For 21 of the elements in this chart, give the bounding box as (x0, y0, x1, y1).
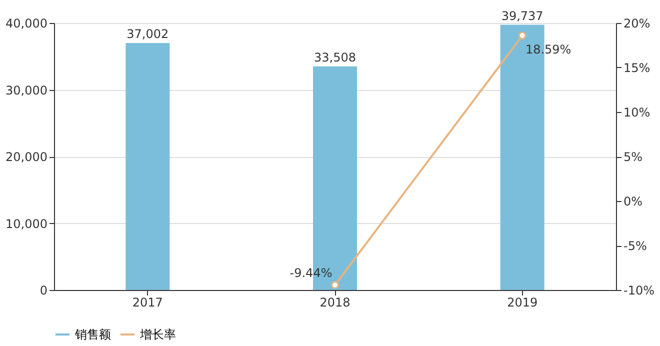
y2-tick-label: 15% (624, 61, 650, 75)
legend-label: 增长率 (139, 328, 176, 342)
data-label: 33,508 (314, 50, 356, 64)
y2-tick-label: -10% (624, 284, 655, 298)
y2-tick-label: 5% (624, 150, 643, 164)
x-tick-label: 2017 (132, 296, 163, 310)
y2-tick-label: 0% (624, 194, 643, 208)
x-tick-label: 2018 (320, 296, 350, 310)
y-tick-label: 30,000 (6, 83, 48, 98)
y-tick-label: 20,000 (6, 150, 48, 164)
data-label: 39,737 (501, 8, 544, 23)
y-tick-label: 10,000 (6, 216, 48, 231)
y-tick-label: 40,000 (6, 16, 48, 30)
y2-tick-label: 10% (624, 106, 650, 120)
legend-label: 销售额 (74, 328, 111, 342)
y-tick-label: 0 (40, 284, 48, 298)
data-label: 37,002 (126, 27, 169, 42)
bar (126, 43, 170, 290)
y2-tick-label: 20% (624, 16, 650, 30)
y2-tick-label: -5% (624, 239, 647, 253)
x-tick-label: 2019 (507, 296, 538, 310)
